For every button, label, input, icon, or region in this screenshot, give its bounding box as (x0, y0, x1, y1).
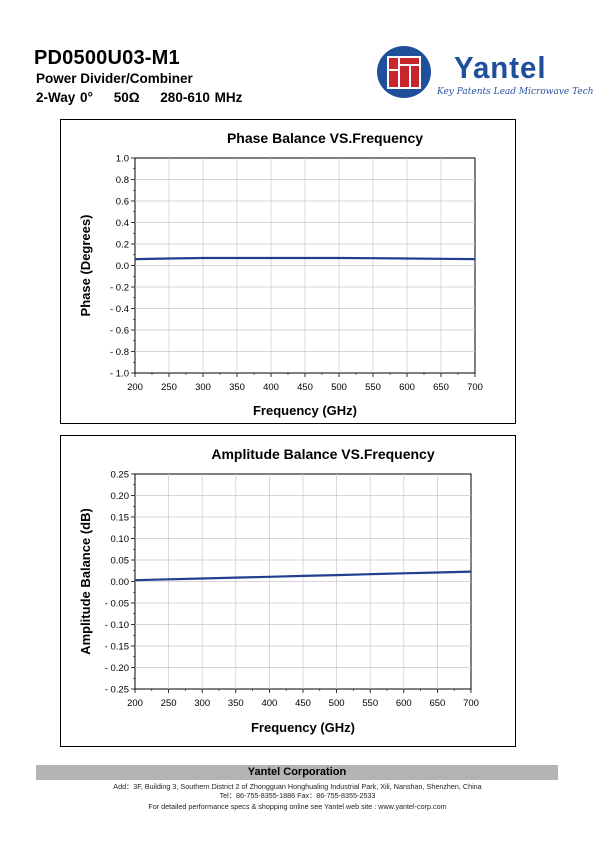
y-tick-label: 0.05 (111, 556, 130, 567)
x-tick-label: 200 (127, 382, 143, 393)
x-axis-label: Frequency (GHz) (253, 403, 357, 418)
x-tick-label: 550 (365, 382, 381, 393)
x-tick-label: 400 (261, 698, 277, 709)
x-axis-label: Frequency (GHz) (251, 720, 355, 735)
y-tick-label: 0.25 (111, 470, 130, 481)
brand-name: Yantel (454, 50, 547, 85)
yantel-logo (377, 46, 431, 98)
freq-range-spec: 280-610 MHz (160, 90, 243, 105)
y-tick-label: 0.4 (116, 218, 129, 229)
amplitude-balance-chart-panel: Amplitude Balance VS.Frequency 0.25 0.20 0.… (60, 435, 516, 747)
y-axis-label: Amplitude Balance (dB) (78, 508, 93, 655)
chart-title: Phase Balance VS.Frequency (227, 130, 423, 146)
phase-balance-chart-panel: Phase Balance VS.Frequency 1.0 0.8 0.6 0.4 0.… (60, 119, 516, 424)
brand-tagline: Key Patents Lead Microwave Tech (437, 87, 594, 97)
x-tick-label: 650 (429, 698, 445, 709)
y-tick-label: - 1.0 (110, 369, 129, 380)
way-spec: 2-Way 0° (36, 90, 93, 105)
x-tick-label: 500 (329, 698, 345, 709)
part-number: PD0500U03-M1 (34, 47, 180, 69)
y-tick-label: 0.00 (111, 577, 130, 588)
x-tick-label: 350 (228, 698, 244, 709)
y-tick-label: 0.20 (111, 491, 130, 502)
x-tick-label: 300 (195, 382, 211, 393)
y-tick-label: - 0.6 (110, 326, 129, 337)
y-tick-label: - 0.10 (105, 620, 129, 631)
x-tick-label: 500 (331, 382, 347, 393)
y-tick-label: - 0.4 (110, 304, 129, 315)
y-tick-label: - 0.25 (105, 685, 129, 696)
x-tick-label: 700 (463, 698, 479, 709)
spec-line: 2-Way 0° 50Ω 280-610 MHz (36, 90, 258, 105)
x-tick-label: 400 (263, 382, 279, 393)
y-axis-label: Phase (Degrees) (78, 215, 93, 317)
y-tick-label: 0.0 (116, 261, 129, 272)
y-tick-label: 1.0 (116, 154, 129, 165)
y-tick-label: - 0.8 (110, 347, 129, 358)
amplitude-balance-chart: Amplitude Balance VS.Frequency 0.25 0.20 0.… (78, 446, 479, 735)
x-tick-label: 700 (467, 382, 483, 393)
x-tick-label: 300 (194, 698, 210, 709)
y-tick-label: 0.8 (116, 175, 129, 186)
company-address: Add：3F, Building 3, Southern District 2 … (113, 782, 482, 791)
y-tick-label: 0.2 (116, 240, 129, 251)
y-tick-label: 0.6 (116, 197, 129, 208)
x-tick-label: 450 (295, 698, 311, 709)
x-tick-label: 600 (396, 698, 412, 709)
company-tel-fax: Tel：86-755-8355-1886 Fax：86-755-8355-253… (219, 791, 376, 800)
phase-balance-chart: Phase Balance VS.Frequency 1.0 0.8 0.6 0.4 0.… (78, 130, 483, 418)
y-tick-label: - 0.2 (110, 283, 129, 294)
x-tick-label: 450 (297, 382, 313, 393)
x-tick-label: 250 (161, 382, 177, 393)
y-tick-label: - 0.20 (105, 663, 129, 674)
series-line (134, 570, 472, 582)
y-tick-label: - 0.15 (105, 642, 129, 653)
x-tick-label: 200 (127, 698, 143, 709)
x-tick-label: 350 (229, 382, 245, 393)
series-line (134, 256, 476, 261)
x-tick-label: 250 (161, 698, 177, 709)
y-tick-label: - 0.05 (105, 599, 129, 610)
impedance-spec: 50Ω (113, 90, 140, 105)
company-website: For detailed performance specs & shoppin… (148, 802, 447, 811)
x-tick-label: 600 (399, 382, 415, 393)
x-tick-label: 550 (362, 698, 378, 709)
chart-title: Amplitude Balance VS.Frequency (211, 446, 434, 462)
y-tick-label: 0.15 (111, 513, 130, 524)
x-tick-label: 650 (433, 382, 449, 393)
company-bar: Yantel Corporation (36, 765, 558, 780)
product-type: Power Divider/Combiner (36, 71, 193, 86)
y-tick-label: 0.10 (111, 534, 130, 545)
